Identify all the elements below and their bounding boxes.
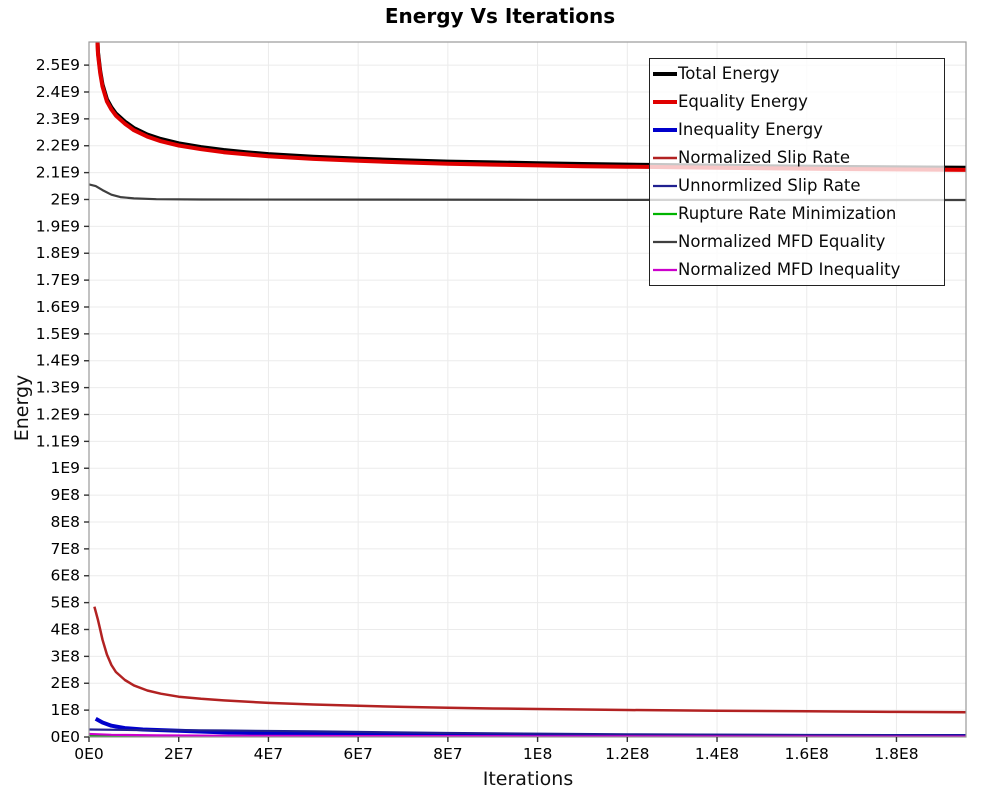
y-tick-label: 1.7E9	[36, 271, 80, 289]
legend-item-label: Normalized MFD Inequality	[678, 259, 901, 279]
y-tick-label: 6E8	[50, 567, 80, 585]
plot-border	[88, 41, 967, 738]
legend-item: Normalized MFD Inequality	[652, 257, 944, 284]
y-tick-label: 1.5E9	[36, 325, 80, 343]
y-tick-label: 2.1E9	[36, 164, 80, 182]
x-tick-label: 8E7	[433, 745, 463, 763]
legend-item-label: Inequality Energy	[678, 119, 823, 139]
y-tick-label: 2.4E9	[36, 83, 80, 101]
x-tick-label: 0E0	[74, 745, 104, 763]
y-tick-label: 1E8	[50, 701, 80, 719]
legend-swatch-line	[653, 156, 677, 160]
y-tick-label: 2.5E9	[36, 56, 80, 74]
equality-energy-line	[95, 42, 966, 172]
y-tick-label: 1.9E9	[36, 217, 80, 235]
y-tick-label: 8E8	[50, 513, 80, 531]
y-tick-label: 4E8	[50, 620, 80, 638]
legend-item-label: Total Energy	[678, 63, 780, 83]
x-tick-label: 6E7	[343, 745, 373, 763]
chart-title: Energy Vs Iterations	[384, 4, 616, 28]
y-tick-label: 1.6E9	[36, 298, 80, 316]
y-tick-label: 1E9	[50, 459, 80, 477]
x-tick-label: 1.2E8	[605, 745, 649, 763]
y-tick-label: 1.4E9	[36, 352, 80, 370]
x-tick-label: 1.6E8	[785, 745, 829, 763]
legend-swatch-line	[653, 240, 677, 244]
y-tick-label: 2E9	[50, 190, 80, 208]
legend: Total Energy Equality Energy Inequality …	[649, 58, 945, 286]
y-tick-label: 1.1E9	[36, 432, 80, 450]
y-tick-label: 2E8	[50, 674, 80, 692]
x-axis-label: Iterations	[482, 768, 574, 790]
y-tick-label: 3E8	[50, 647, 80, 665]
y-tick-label: 7E8	[50, 540, 80, 558]
normalized-mfd-equality-line	[89, 183, 966, 202]
legend-item: Normalized MFD Equality	[652, 229, 944, 256]
legend-swatch-line	[653, 212, 677, 216]
legend-swatch-line	[653, 184, 677, 188]
legend-item: Inequality Energy	[652, 117, 944, 144]
y-tick-label: 1.8E9	[36, 244, 80, 262]
legend-item: Equality Energy	[652, 89, 944, 116]
y-tick-label: 5E8	[50, 594, 80, 612]
y-tick-label: 1.3E9	[36, 379, 80, 397]
x-tick-label: 1.4E8	[695, 745, 739, 763]
normalized-slip-rate-line	[93, 606, 966, 714]
x-tick-label: 4E7	[254, 745, 284, 763]
x-tick-label: 2E7	[164, 745, 194, 763]
legend-item: Unnormlized Slip Rate	[652, 173, 944, 200]
x-tick-label: 1E8	[523, 745, 553, 763]
y-tick-label: 9E8	[50, 486, 80, 504]
y-tick-label: 2.2E9	[36, 137, 80, 155]
legend-item-label: Normalized MFD Equality	[678, 231, 886, 251]
y-tick-label: 0E0	[50, 728, 80, 746]
legend-swatch-line	[653, 100, 677, 104]
x-tick-label: 1.8E8	[874, 745, 918, 763]
legend-item-label: Equality Energy	[678, 91, 808, 111]
y-tick-label: 2.3E9	[36, 110, 80, 128]
y-tick-label: 1.2E9	[36, 405, 80, 423]
unnormlized-slip-rate-line	[89, 728, 966, 737]
legend-item-label: Normalized Slip Rate	[678, 147, 851, 167]
legend-swatch-line	[653, 268, 677, 272]
legend-swatch-line	[653, 128, 677, 132]
legend-swatch-line	[653, 72, 677, 76]
legend-item: Normalized Slip Rate	[652, 145, 944, 172]
y-axis-label: Energy	[11, 374, 33, 442]
legend-item-label: Unnormlized Slip Rate	[678, 175, 861, 195]
legend-item-label: Rupture Rate Minimization	[678, 203, 897, 223]
legend-item: Total Energy	[652, 61, 944, 88]
legend-item: Rupture Rate Minimization	[652, 201, 944, 228]
